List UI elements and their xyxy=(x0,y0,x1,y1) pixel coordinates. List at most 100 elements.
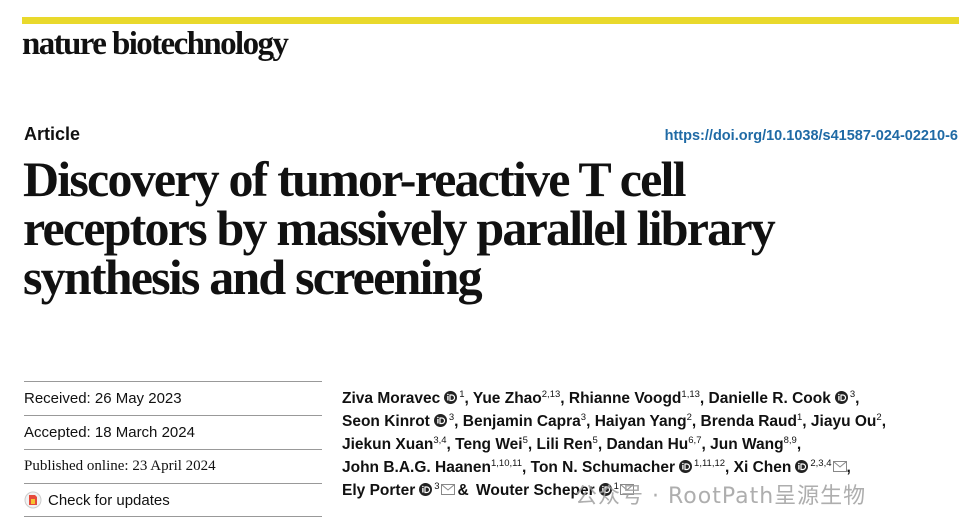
affiliation: 5 xyxy=(592,435,598,446)
check-updates-icon xyxy=(24,491,42,509)
separator: , xyxy=(586,413,591,430)
affiliation: 1,13 xyxy=(681,389,700,400)
top-bar xyxy=(22,17,959,24)
author-name[interactable]: Jiekun Xuan xyxy=(342,436,434,453)
separator: , xyxy=(881,413,886,430)
orcid-icon[interactable] xyxy=(834,391,848,404)
separator: , xyxy=(855,390,860,407)
separator: , xyxy=(701,436,706,453)
author-line: John B.A.G. Haanen1,10,11, Ton N. Schuma… xyxy=(342,456,886,479)
author-line: Ziva Moravec 1, Yue Zhao2,13, Rhianne Voo… xyxy=(342,387,886,410)
author: Jiekun Xuan3,4, xyxy=(342,436,451,453)
received: Received: 26 May 2023 xyxy=(24,381,322,415)
affiliation: 3 xyxy=(434,481,440,492)
author: Ely Porter 3 & xyxy=(342,482,472,499)
separator: , xyxy=(454,413,459,430)
author-name[interactable]: Seon Kinrot xyxy=(342,413,430,430)
author: John B.A.G. Haanen1,10,11, xyxy=(342,459,526,476)
email-icon[interactable] xyxy=(619,484,634,495)
author: Danielle R. Cook 3, xyxy=(709,390,860,407)
author: Rhianne Voogd1,13, xyxy=(569,390,704,407)
affiliation: 1,11,12 xyxy=(694,458,726,469)
author-line: Ely Porter 3 & Wouter Scheper 1 xyxy=(342,479,886,502)
author-name[interactable]: Lili Ren xyxy=(536,436,593,453)
author-line: Seon Kinrot 3, Benjamin Capra3, Haiyan Ya… xyxy=(342,410,886,433)
author: Jiayu Ou2, xyxy=(811,413,886,430)
author-name[interactable]: Dandan Hu xyxy=(606,436,689,453)
affiliation: 5 xyxy=(522,435,528,446)
separator: , xyxy=(691,413,697,430)
author-list: Ziva Moravec 1, Yue Zhao2,13, Rhianne Voo… xyxy=(342,387,886,502)
author-line: Jiekun Xuan3,4, Teng Wei5, Lili Ren5, Da… xyxy=(342,433,886,456)
author-name[interactable]: Jiayu Ou xyxy=(810,413,877,430)
affiliation: 1 xyxy=(797,412,803,423)
check-updates-text: Check for updates xyxy=(48,491,170,509)
orcid-icon[interactable] xyxy=(433,414,447,427)
author-name[interactable]: Haiyan Yang xyxy=(594,413,687,430)
author-name[interactable]: Danielle R. Cook xyxy=(708,390,831,407)
author: Yue Zhao2,13, xyxy=(473,390,565,407)
author-name[interactable]: Ton N. Schumacher xyxy=(530,459,676,476)
author: Seon Kinrot 3, xyxy=(342,413,458,430)
check-updates[interactable]: Check for updates xyxy=(24,483,322,517)
author: Lili Ren5, xyxy=(537,436,603,453)
separator: , xyxy=(699,390,705,407)
author-name[interactable]: Ziva Moravec xyxy=(342,390,441,407)
article-type: Article xyxy=(24,124,81,144)
doi-link[interactable]: https://doi.org/10.1038/s41587-024-02210… xyxy=(664,128,958,144)
author: Teng Wei5, xyxy=(455,436,532,453)
separator: , xyxy=(796,436,802,453)
title-line: synthesis and screening xyxy=(23,249,483,305)
author-name[interactable]: Teng Wei xyxy=(455,436,523,453)
orcid-icon[interactable] xyxy=(795,460,809,473)
affiliation: 3 xyxy=(849,389,856,400)
author-name[interactable]: Xi Chen xyxy=(733,459,792,476)
affiliation: 8,9 xyxy=(783,435,797,446)
author: Benjamin Capra3, xyxy=(463,413,591,430)
orcid-icon[interactable] xyxy=(444,391,458,404)
separator: , xyxy=(560,390,565,407)
author: Ziva Moravec 1, xyxy=(342,390,469,407)
author-name[interactable]: Brenda Raud xyxy=(700,413,797,430)
separator: & xyxy=(457,482,469,499)
affiliation: 2,3,4 xyxy=(810,458,832,469)
author-name[interactable]: Jun Wang xyxy=(710,436,784,453)
affiliation: 3 xyxy=(448,412,455,423)
author-name[interactable]: Wouter Scheper xyxy=(476,482,595,499)
author-name[interactable]: Yue Zhao xyxy=(472,390,542,407)
separator: , xyxy=(802,413,807,430)
email-icon[interactable] xyxy=(440,484,455,495)
separator: , xyxy=(597,436,603,453)
journal-logo[interactable]: nature biotechnology xyxy=(22,26,289,62)
affiliation: 2 xyxy=(876,412,882,423)
author-name[interactable]: Ely Porter xyxy=(342,482,416,499)
author: Ton N. Schumacher 1,11,12, xyxy=(531,459,730,476)
orcid-icon[interactable] xyxy=(598,483,612,496)
affiliation: 6,7 xyxy=(688,435,702,446)
published: Published online: 23 April 2024 xyxy=(24,449,322,483)
title-line: receptors by massively parallel library xyxy=(23,200,776,256)
author-name[interactable]: Rhianne Voogd xyxy=(568,390,682,407)
email-icon[interactable] xyxy=(832,461,847,472)
affiliation: 2 xyxy=(686,412,692,423)
article-title: Discovery of tumor-reactive T cell recep… xyxy=(23,154,776,305)
separator: , xyxy=(446,436,451,453)
orcid-icon[interactable] xyxy=(419,483,433,496)
author: Wouter Scheper 1 xyxy=(476,482,634,499)
author-name[interactable]: John B.A.G. Haanen xyxy=(342,459,491,476)
affiliation: 3,4 xyxy=(433,435,447,446)
author-name[interactable]: Benjamin Capra xyxy=(462,413,581,430)
affiliation: 3 xyxy=(580,412,587,423)
author: Jun Wang8,9, xyxy=(710,436,801,453)
accepted: Accepted: 18 March 2024 xyxy=(24,415,322,449)
affiliation: 1 xyxy=(613,481,619,492)
author: Xi Chen 2,3,4, xyxy=(734,459,851,476)
author: Haiyan Yang2, xyxy=(595,413,697,430)
history: Received: 26 May 2023 Accepted: 18 March… xyxy=(24,381,322,517)
orcid-icon[interactable] xyxy=(679,460,693,473)
separator: , xyxy=(464,390,469,407)
affiliation: 2,13 xyxy=(541,389,561,400)
watermark: 公众号 · RootPath呈源生物 xyxy=(575,484,867,509)
affiliation: 1 xyxy=(459,389,465,400)
